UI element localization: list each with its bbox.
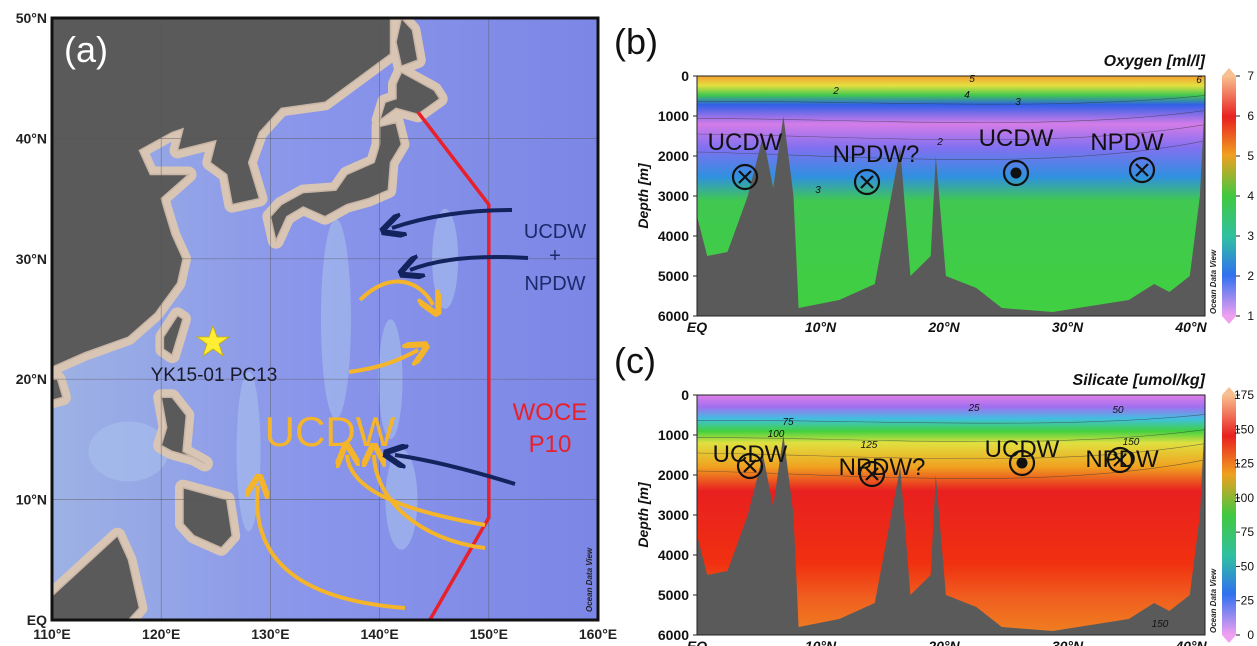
colorbar-label: 50	[1241, 559, 1255, 573]
colorbar-label: 125	[1234, 457, 1254, 471]
x-tick-label: EQ	[687, 638, 707, 646]
map-annotation: +	[549, 245, 561, 267]
y-tick-label: 6000	[658, 627, 689, 643]
x-tick-label: 10°N	[805, 319, 837, 335]
contour-label: 2	[936, 137, 943, 148]
map-body	[41, 18, 598, 620]
colorbar-cap	[1222, 68, 1236, 76]
contour-label: 125	[861, 440, 878, 451]
x-tick-label: 30°N	[1052, 319, 1084, 335]
watermark: Ocean Data View	[585, 547, 594, 612]
y-axis-label: Depth [m]	[635, 481, 651, 548]
y-tick-label: 1000	[658, 108, 689, 124]
watermark: Ocean Data View	[1209, 249, 1218, 314]
flow-symbol-dot	[1011, 168, 1022, 179]
colorbar-label: 2	[1247, 269, 1254, 283]
lat-label: 40°N	[16, 130, 47, 146]
lon-label: 120°E	[142, 626, 180, 642]
y-tick-label: 3000	[658, 188, 689, 204]
panel-title: Oxygen [ml/l]	[1104, 53, 1206, 70]
silicate-panel: 0100020003000400050006000EQ10°N20°N30°N4…	[614, 340, 1254, 646]
lat-label: 30°N	[16, 251, 47, 267]
y-tick-label: 2000	[658, 467, 689, 483]
lat-label: 50°N	[16, 10, 47, 26]
contour-label: 50	[1112, 405, 1124, 416]
y-tick-label: 0	[681, 387, 689, 403]
map-annotation: YK15-01 PC13	[151, 365, 278, 386]
colorbar-cap	[1222, 316, 1236, 324]
water-mass-label: NPDW	[1085, 446, 1159, 473]
x-tick-label: 20°N	[927, 638, 960, 646]
y-tick-label: 4000	[658, 228, 689, 244]
colorbar-label: 5	[1247, 149, 1254, 163]
colorbar-label: 6	[1247, 109, 1254, 123]
lon-label: 130°E	[251, 626, 289, 642]
y-tick-label: 5000	[658, 268, 689, 284]
colorbar-cap	[1222, 635, 1236, 643]
lon-label: 150°E	[470, 626, 508, 642]
map-annotation: P10	[529, 431, 572, 458]
colorbar-label: 1	[1247, 309, 1254, 323]
colorbar-label: 150	[1234, 422, 1254, 436]
water-mass-label: NPDW	[1090, 129, 1164, 156]
contour-label: 6	[1196, 75, 1202, 86]
colorbar-label: 75	[1241, 525, 1255, 539]
colorbar-label: 25	[1241, 594, 1255, 608]
figure: (a) 50°N 40°N 30°N 20°N 10°N EQ 110°E 120°E 130°E…	[0, 0, 1257, 646]
colorbar-label: 175	[1234, 388, 1254, 402]
ridge	[321, 219, 351, 419]
lon-label: 160°E	[579, 626, 617, 642]
map-annotation: UCDW	[524, 221, 586, 243]
contour-label: 4	[964, 90, 970, 101]
colorbar-label: 100	[1234, 491, 1254, 505]
contour-label: 150	[1152, 619, 1169, 630]
x-tick-label: EQ	[687, 319, 707, 335]
y-tick-label: 6000	[658, 308, 689, 324]
contour-label: 3	[1015, 97, 1021, 108]
lon-label: 110°E	[33, 626, 71, 642]
colorbar-label: 0	[1247, 628, 1254, 642]
panel-title: Silicate [umol/kg]	[1073, 372, 1206, 389]
colorbar	[1222, 76, 1236, 316]
contour-label: 2	[832, 86, 839, 97]
y-tick-label: 4000	[658, 547, 689, 563]
lat-label: 10°N	[16, 492, 47, 508]
contour-label: 75	[782, 417, 794, 428]
watermark: Ocean Data View	[1209, 568, 1218, 633]
y-axis-label: Depth [m]	[635, 162, 651, 229]
contour-label: 100	[768, 429, 785, 440]
lon-label: 140°E	[360, 626, 398, 642]
y-tick-label: 2000	[658, 148, 689, 164]
y-tick-label: 3000	[658, 507, 689, 523]
water-mass-label: UCDW	[979, 125, 1054, 152]
x-tick-label: 30°N	[1052, 638, 1084, 646]
panel-label: (c)	[614, 340, 656, 381]
panel-label: (a)	[64, 29, 108, 70]
lat-label: 20°N	[16, 371, 47, 387]
flow-symbol-dot	[1017, 458, 1028, 469]
water-mass-label: NPDW?	[833, 141, 920, 168]
x-tick-label: 10°N	[805, 638, 837, 646]
y-tick-label: 1000	[658, 427, 689, 443]
map-annotation: NPDW	[524, 273, 585, 295]
x-tick-label: 20°N	[927, 319, 960, 335]
y-tick-label: 0	[681, 68, 689, 84]
contour-label: 3	[815, 185, 821, 196]
colorbar-label: 4	[1247, 189, 1254, 203]
x-tick-label: 40°N	[1174, 638, 1207, 646]
panel-label: (b)	[614, 21, 658, 62]
map-annotation: WOCE	[513, 399, 588, 426]
x-tick-label: 40°N	[1174, 319, 1207, 335]
contour-label: 25	[967, 403, 980, 414]
map-annotation: UCDW	[265, 408, 396, 455]
colorbar-label: 7	[1247, 69, 1254, 83]
colorbar-label: 3	[1247, 229, 1254, 243]
y-tick-label: 5000	[658, 587, 689, 603]
contour-label: 5	[969, 74, 975, 85]
contour-label: 150	[1123, 437, 1140, 448]
water-mass-label: UCDW	[708, 129, 783, 156]
